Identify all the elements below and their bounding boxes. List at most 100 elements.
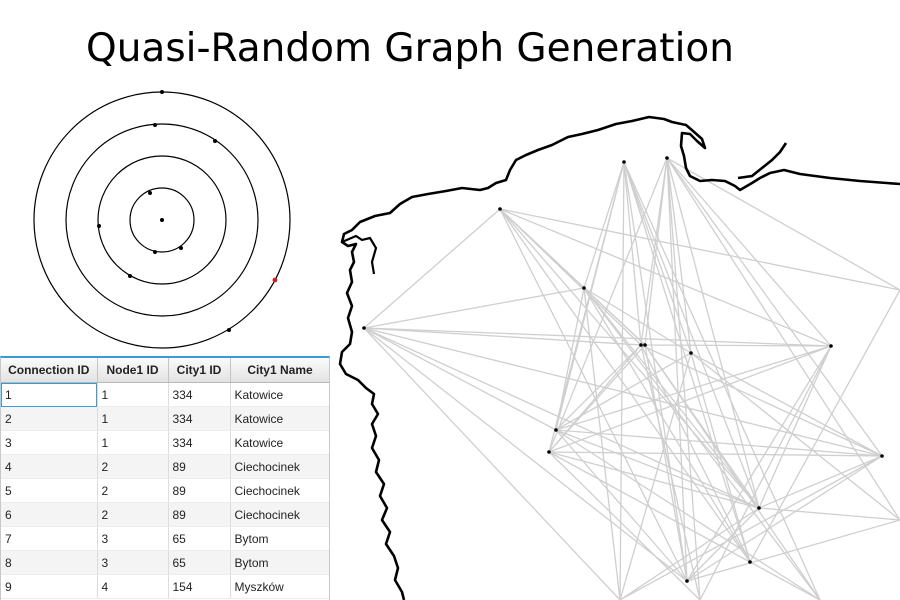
ring-node[interactable]	[97, 224, 101, 228]
graph-edge	[686, 345, 832, 582]
cell-connection-id: 7	[1, 526, 98, 551]
coast-spit-right	[737, 142, 788, 180]
table-row[interactable]: 8 3 65 Bytom	[1, 550, 329, 575]
graph-edge	[686, 455, 883, 582]
graph-edge	[548, 451, 751, 563]
page-title: Quasi-Random Graph Generation	[86, 26, 734, 71]
graph-node[interactable]	[757, 506, 761, 510]
table-row[interactable]: 3 1 334 Katowice	[1, 430, 329, 455]
cell-city1-id: 154	[168, 574, 231, 599]
graph-edge	[666, 157, 900, 291]
cell-connection-id: 5	[1, 478, 98, 503]
cell-city1-name: Katowice	[230, 382, 329, 407]
ring-node[interactable]	[153, 250, 157, 254]
table-row[interactable]: 5 2 89 Ciechocinek	[1, 478, 329, 503]
cell-node1-id: 2	[97, 502, 169, 527]
ring-node[interactable]	[148, 191, 152, 195]
graph-edge	[623, 161, 751, 563]
table-row[interactable]: 9 4 154 Myszków	[1, 574, 329, 599]
table-row[interactable]: 1 1 334 Katowice	[1, 382, 329, 407]
graph-node[interactable]	[639, 343, 643, 347]
cell-connection-id: 6	[1, 502, 98, 527]
ring-node[interactable]	[160, 218, 164, 222]
coast-lagoon	[341, 234, 378, 275]
graph-edge	[640, 157, 668, 346]
cell-city1-id: 334	[168, 430, 231, 455]
cell-city1-id: 334	[168, 382, 231, 407]
graph-node[interactable]	[554, 428, 558, 432]
graph-edge	[548, 157, 668, 453]
table-row[interactable]: 4 2 89 Ciechocinek	[1, 454, 329, 479]
graph-node[interactable]	[582, 286, 586, 290]
graph-edges	[363, 157, 900, 600]
graph-edge	[623, 161, 642, 346]
graph-edge	[619, 352, 692, 600]
table-row[interactable]: 6 2 89 Ciechocinek	[1, 502, 329, 527]
graph-edge	[555, 345, 832, 431]
cell-city1-id: 89	[168, 454, 231, 479]
graph-node[interactable]	[685, 579, 689, 583]
cell-connection-id: 2	[1, 406, 98, 431]
cell-city1-name: Katowice	[230, 406, 329, 431]
graph-edge	[758, 455, 883, 509]
graph-node[interactable]	[498, 207, 502, 211]
ring-nodes	[97, 90, 278, 332]
connections-table[interactable]: Connection ID Node1 ID City1 ID City1 Na…	[0, 356, 330, 600]
cell-city1-id: 334	[168, 406, 231, 431]
graph-edge	[363, 208, 501, 329]
graph-edge	[690, 352, 900, 521]
graph-node[interactable]	[622, 160, 626, 164]
graph-node[interactable]	[880, 454, 884, 458]
cell-node1-id: 2	[97, 478, 169, 503]
ring-node-highlighted[interactable]	[272, 277, 278, 283]
graph-edge	[644, 344, 688, 582]
graph-edge	[686, 519, 900, 582]
cell-connection-id: 4	[1, 454, 98, 479]
graph-node[interactable]	[689, 351, 693, 355]
graph-edge	[555, 429, 821, 600]
cell-connection-id: 3	[1, 430, 98, 455]
graph-edge	[555, 287, 585, 431]
cell-city1-name: Myszków	[230, 574, 329, 599]
column-header-node1-id[interactable]: Node1 ID	[97, 358, 169, 383]
ring-node[interactable]	[153, 123, 157, 127]
ring-node[interactable]	[128, 274, 132, 278]
graph-edge	[749, 289, 900, 563]
ring-node[interactable]	[213, 139, 217, 143]
cell-city1-id: 89	[168, 502, 231, 527]
ring-diagram[interactable]	[0, 0, 340, 355]
ring-node[interactable]	[179, 246, 183, 250]
graph-edge	[555, 344, 642, 431]
graph-edge	[363, 327, 760, 509]
cell-city1-name: Ciechocinek	[230, 454, 329, 479]
column-header-city1-id[interactable]: City1 ID	[168, 358, 231, 383]
graph-edge	[619, 455, 883, 600]
graph-node[interactable]	[362, 326, 366, 330]
graph-edge	[363, 327, 621, 600]
ring-node[interactable]	[160, 90, 164, 94]
table-row[interactable]: 7 3 65 Bytom	[1, 526, 329, 551]
graph-edge	[690, 352, 751, 563]
graph-edge	[644, 157, 668, 346]
table-row[interactable]: 2 1 334 Katowice	[1, 406, 329, 431]
graph-edge	[666, 157, 883, 457]
cell-city1-id: 65	[168, 550, 231, 575]
graph-node[interactable]	[829, 344, 833, 348]
graph-node[interactable]	[665, 156, 669, 160]
column-header-city1-name[interactable]: City1 Name	[230, 358, 329, 383]
graph-node[interactable]	[748, 560, 752, 564]
cell-node1-id: 2	[97, 454, 169, 479]
cell-city1-name: Ciechocinek	[230, 478, 329, 503]
column-header-connection-id[interactable]: Connection ID	[1, 358, 98, 383]
graph-edge	[555, 429, 688, 582]
cell-connection-id: 9	[1, 574, 98, 599]
graph-node[interactable]	[643, 343, 647, 347]
graph-edge	[758, 345, 832, 509]
ring-node[interactable]	[227, 328, 231, 332]
graph-edge	[548, 344, 646, 453]
graph-node[interactable]	[547, 450, 551, 454]
graph-edge	[758, 507, 900, 521]
cell-node1-id: 3	[97, 526, 169, 551]
